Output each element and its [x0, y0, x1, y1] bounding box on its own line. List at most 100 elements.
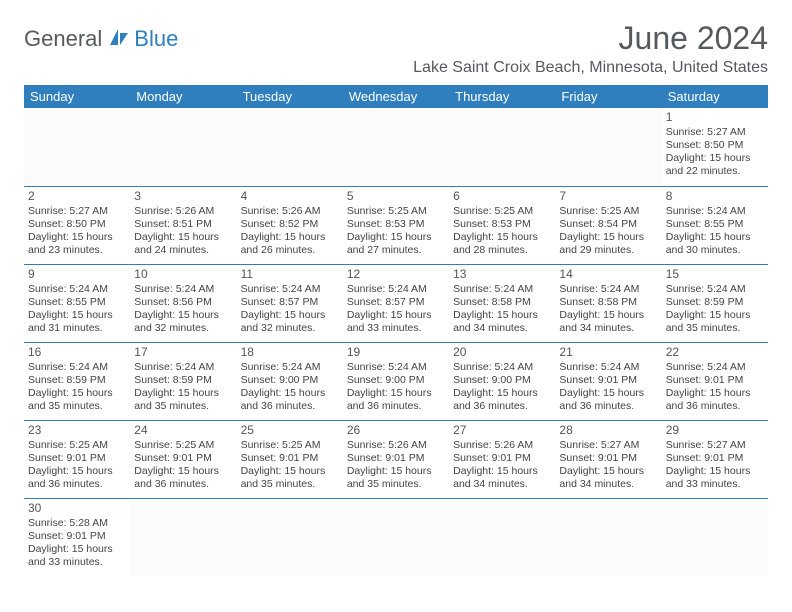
day-number: 17 [134, 345, 232, 360]
day-number: 1 [666, 110, 764, 125]
daylight1-text: Daylight: 15 hours [28, 309, 126, 322]
daylight2-text: and 35 minutes. [134, 400, 232, 413]
daylight1-text: Daylight: 15 hours [453, 309, 551, 322]
day-number: 19 [347, 345, 445, 360]
sunset-text: Sunset: 9:01 PM [666, 452, 764, 465]
day-number: 5 [347, 189, 445, 204]
daylight1-text: Daylight: 15 hours [134, 465, 232, 478]
daylight2-text: and 35 minutes. [666, 322, 764, 335]
day-number: 2 [28, 189, 126, 204]
sunrise-text: Sunrise: 5:24 AM [28, 283, 126, 296]
daylight1-text: Daylight: 15 hours [134, 387, 232, 400]
sunrise-text: Sunrise: 5:26 AM [347, 439, 445, 452]
daylight2-text: and 36 minutes. [559, 400, 657, 413]
col-friday: Friday [555, 85, 661, 108]
sunset-text: Sunset: 9:01 PM [241, 452, 339, 465]
sunrise-text: Sunrise: 5:24 AM [666, 283, 764, 296]
calendar-cell: 26Sunrise: 5:26 AMSunset: 9:01 PMDayligh… [343, 420, 449, 498]
calendar-cell [237, 108, 343, 186]
sunrise-text: Sunrise: 5:26 AM [134, 205, 232, 218]
daylight2-text: and 36 minutes. [453, 400, 551, 413]
sunrise-text: Sunrise: 5:24 AM [559, 361, 657, 374]
day-number: 25 [241, 423, 339, 438]
sunrise-text: Sunrise: 5:25 AM [453, 205, 551, 218]
sunset-text: Sunset: 8:57 PM [241, 296, 339, 309]
sunset-text: Sunset: 9:01 PM [28, 530, 126, 543]
sunrise-text: Sunrise: 5:24 AM [559, 283, 657, 296]
sunset-text: Sunset: 8:58 PM [453, 296, 551, 309]
daylight2-text: and 35 minutes. [241, 478, 339, 491]
calendar-cell [555, 108, 661, 186]
title-block: June 2024 Lake Saint Croix Beach, Minnes… [413, 20, 768, 77]
sunrise-text: Sunrise: 5:25 AM [241, 439, 339, 452]
calendar-row: 2Sunrise: 5:27 AMSunset: 8:50 PMDaylight… [24, 186, 768, 264]
day-number: 27 [453, 423, 551, 438]
daylight2-text: and 24 minutes. [134, 244, 232, 257]
day-number: 30 [28, 501, 126, 516]
sunset-text: Sunset: 8:51 PM [134, 218, 232, 231]
daylight2-text: and 33 minutes. [666, 478, 764, 491]
calendar-cell [449, 108, 555, 186]
daylight2-text: and 26 minutes. [241, 244, 339, 257]
day-number: 6 [453, 189, 551, 204]
sunset-text: Sunset: 8:59 PM [666, 296, 764, 309]
daylight2-text: and 33 minutes. [28, 556, 126, 569]
calendar-cell [130, 498, 236, 576]
sunrise-text: Sunrise: 5:24 AM [453, 361, 551, 374]
calendar-body: 1Sunrise: 5:27 AMSunset: 8:50 PMDaylight… [24, 108, 768, 576]
daylight2-text: and 32 minutes. [134, 322, 232, 335]
daylight2-text: and 35 minutes. [347, 478, 445, 491]
calendar-cell: 29Sunrise: 5:27 AMSunset: 9:01 PMDayligh… [662, 420, 768, 498]
calendar-cell [343, 498, 449, 576]
calendar-cell: 8Sunrise: 5:24 AMSunset: 8:55 PMDaylight… [662, 186, 768, 264]
col-saturday: Saturday [662, 85, 768, 108]
sunset-text: Sunset: 8:53 PM [347, 218, 445, 231]
sunrise-text: Sunrise: 5:24 AM [666, 361, 764, 374]
day-number: 23 [28, 423, 126, 438]
day-number: 10 [134, 267, 232, 282]
sunrise-text: Sunrise: 5:26 AM [241, 205, 339, 218]
sunrise-text: Sunrise: 5:27 AM [28, 205, 126, 218]
day-number: 28 [559, 423, 657, 438]
sunset-text: Sunset: 9:01 PM [134, 452, 232, 465]
calendar-cell: 4Sunrise: 5:26 AMSunset: 8:52 PMDaylight… [237, 186, 343, 264]
calendar-cell: 7Sunrise: 5:25 AMSunset: 8:54 PMDaylight… [555, 186, 661, 264]
daylight2-text: and 36 minutes. [134, 478, 232, 491]
daylight1-text: Daylight: 15 hours [666, 387, 764, 400]
daylight1-text: Daylight: 15 hours [347, 231, 445, 244]
calendar-cell: 10Sunrise: 5:24 AMSunset: 8:56 PMDayligh… [130, 264, 236, 342]
calendar-cell [237, 498, 343, 576]
day-number: 26 [347, 423, 445, 438]
sunset-text: Sunset: 9:01 PM [559, 374, 657, 387]
sunrise-text: Sunrise: 5:24 AM [241, 361, 339, 374]
calendar-cell: 1Sunrise: 5:27 AMSunset: 8:50 PMDaylight… [662, 108, 768, 186]
sunset-text: Sunset: 8:59 PM [134, 374, 232, 387]
day-number: 9 [28, 267, 126, 282]
calendar-cell: 15Sunrise: 5:24 AMSunset: 8:59 PMDayligh… [662, 264, 768, 342]
sunrise-text: Sunrise: 5:24 AM [347, 283, 445, 296]
daylight2-text: and 33 minutes. [347, 322, 445, 335]
calendar-cell: 5Sunrise: 5:25 AMSunset: 8:53 PMDaylight… [343, 186, 449, 264]
daylight2-text: and 36 minutes. [347, 400, 445, 413]
daylight1-text: Daylight: 15 hours [28, 231, 126, 244]
sunrise-text: Sunrise: 5:27 AM [666, 439, 764, 452]
sunset-text: Sunset: 8:56 PM [134, 296, 232, 309]
month-title: June 2024 [413, 20, 768, 57]
day-number: 29 [666, 423, 764, 438]
daylight2-text: and 28 minutes. [453, 244, 551, 257]
daylight2-text: and 32 minutes. [241, 322, 339, 335]
sunrise-text: Sunrise: 5:24 AM [666, 205, 764, 218]
daylight2-text: and 36 minutes. [666, 400, 764, 413]
day-number: 12 [347, 267, 445, 282]
sunrise-text: Sunrise: 5:24 AM [28, 361, 126, 374]
calendar-cell [449, 498, 555, 576]
calendar-cell [24, 108, 130, 186]
daylight1-text: Daylight: 15 hours [241, 465, 339, 478]
col-monday: Monday [130, 85, 236, 108]
daylight1-text: Daylight: 15 hours [347, 387, 445, 400]
sunrise-text: Sunrise: 5:27 AM [666, 126, 764, 139]
calendar-cell: 13Sunrise: 5:24 AMSunset: 8:58 PMDayligh… [449, 264, 555, 342]
day-number: 3 [134, 189, 232, 204]
daylight1-text: Daylight: 15 hours [453, 387, 551, 400]
sunset-text: Sunset: 9:00 PM [347, 374, 445, 387]
